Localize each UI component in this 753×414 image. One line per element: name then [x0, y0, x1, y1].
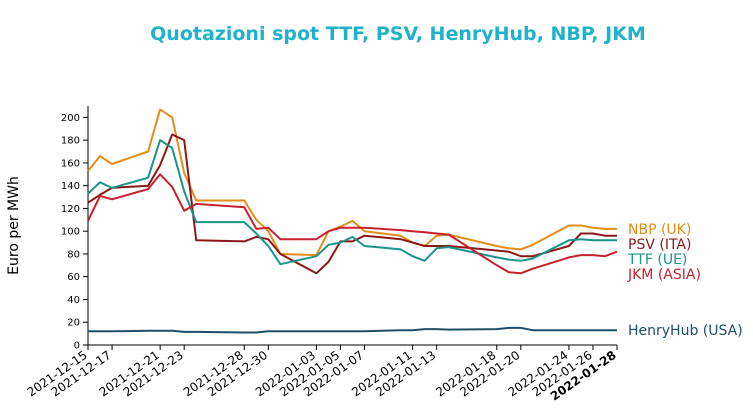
y-tick-label: 60: [67, 272, 80, 283]
x-axis: 2021-12-152021-12-172021-12-212021-12-23…: [25, 344, 619, 403]
legend-label: TTF (UE): [627, 252, 687, 268]
chart-title: Quotazioni spot TTF, PSV, HenryHub, NBP,…: [150, 23, 646, 45]
y-axis-label: Euro per MWh: [6, 176, 22, 275]
legend-label: HenryHub (USA): [628, 323, 743, 339]
y-tick-label: 80: [67, 249, 80, 260]
series-line: [87, 108, 617, 257]
series-line: [87, 139, 617, 266]
legend-label: JKM (ASIA): [627, 267, 701, 283]
y-axis: 0 20 40 60 80 100 120 140 160 180 200: [61, 106, 89, 352]
y-tick-label: 20: [67, 318, 80, 329]
y-tick-label: 200: [61, 113, 80, 124]
y-tick-label: 160: [61, 158, 80, 169]
series-line: [88, 326, 617, 334]
y-tick-label: 0: [74, 341, 80, 352]
series-line: [87, 133, 617, 275]
legend: NBP (UK)PSV (ITA)TTF (UE)JKM (ASIA) Henry…: [627, 222, 743, 339]
y-tick-label: 140: [61, 181, 80, 192]
series-lines: [87, 108, 618, 334]
y-tick-label: 40: [67, 295, 80, 306]
y-tick-label: 100: [61, 227, 80, 238]
y-tick-label: 120: [61, 204, 80, 215]
y-tick-label: 180: [61, 136, 80, 147]
legend-label: PSV (ITA): [628, 237, 691, 253]
series-line: [87, 173, 618, 275]
legend-label: NBP (UK): [628, 222, 691, 238]
